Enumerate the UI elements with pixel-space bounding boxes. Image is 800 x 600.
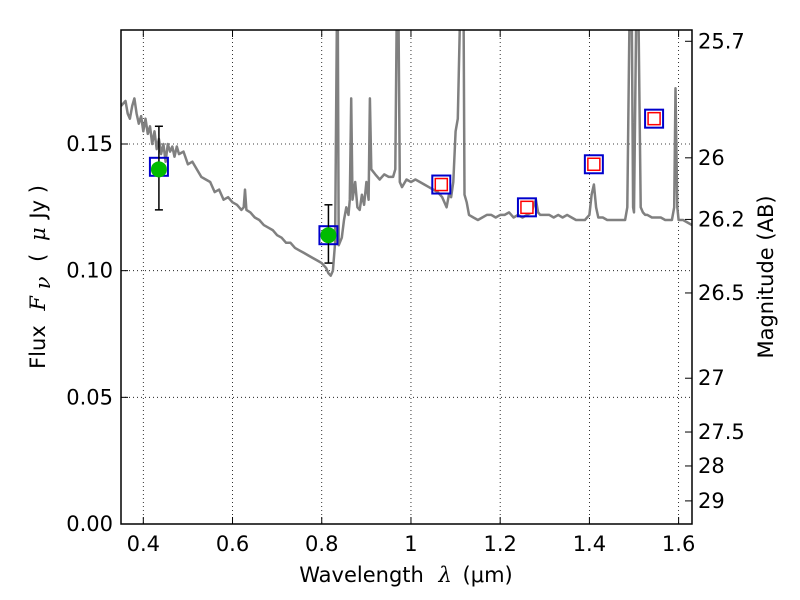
y-axis-label-prefix: Flux xyxy=(26,325,50,369)
ticks: 0.4 0.6 0.8 1 1.2 1.4 1.6 0.00 0.05 0.10 0.15 25.7 2… xyxy=(66,29,745,556)
upper-limit-marker xyxy=(647,111,661,126)
y2-tick-label: 27 xyxy=(698,366,725,390)
y2-tick-label: 26 xyxy=(698,146,725,170)
upper-limit-marker xyxy=(520,200,534,215)
y-axis-label: Flux F ν ( μ Jy ) xyxy=(26,185,55,369)
spectrum xyxy=(121,30,692,277)
y-tick-label: 0.15 xyxy=(66,132,113,156)
y-axis-label-subscript: ν xyxy=(31,276,55,289)
y-tick-label: 0.00 xyxy=(66,512,113,536)
model-point-marker xyxy=(516,197,537,218)
y2-tick-label: 27.5 xyxy=(698,420,745,444)
y-axis-label-mu: μ xyxy=(26,227,50,241)
y2-tick-label: 26.2 xyxy=(698,207,745,231)
model-point-marker xyxy=(583,154,604,175)
observed-point-marker xyxy=(150,161,167,178)
model-point-marker xyxy=(431,174,452,195)
x-tick-label: 1.2 xyxy=(483,532,516,556)
x-axis-label-unit: (μm) xyxy=(463,563,513,587)
spectrum-line xyxy=(121,30,692,277)
observed-point-marker xyxy=(320,227,337,244)
y-tick-label: 0.10 xyxy=(66,259,113,283)
y2-tick-label: 29 xyxy=(698,489,725,513)
plot-frame xyxy=(120,29,693,525)
model-point-marker xyxy=(644,108,665,129)
y-axis-label-symbol: F xyxy=(26,295,50,312)
markers xyxy=(148,108,665,264)
x-tick-label: 1.4 xyxy=(573,532,606,556)
upper-limit-marker xyxy=(434,177,449,192)
y2-tick-label: 28 xyxy=(698,454,725,478)
y-tick-label: 0.05 xyxy=(66,385,113,409)
y-axis-label-open: ( xyxy=(26,254,50,262)
x-axis-label-symbol: λ xyxy=(438,563,452,587)
x-axis-label-prefix: Wavelength xyxy=(299,563,424,587)
x-tick-label: 1 xyxy=(404,532,417,556)
x-axis-label: Wavelength λ (μm) xyxy=(299,563,512,587)
x-tick-label: 0.8 xyxy=(305,532,338,556)
x-tick-label: 1.6 xyxy=(662,532,695,556)
y2-tick-label: 25.7 xyxy=(698,29,745,53)
plot-area xyxy=(121,30,692,524)
x-tick-label: 0.4 xyxy=(127,532,160,556)
y2-axis-label: Magnitude (AB) xyxy=(754,195,778,358)
y-axis-label-unit: Jy ) xyxy=(26,185,50,221)
y2-tick-label: 26.5 xyxy=(698,281,745,305)
upper-limit-marker xyxy=(587,157,601,172)
x-tick-label: 0.6 xyxy=(216,532,249,556)
